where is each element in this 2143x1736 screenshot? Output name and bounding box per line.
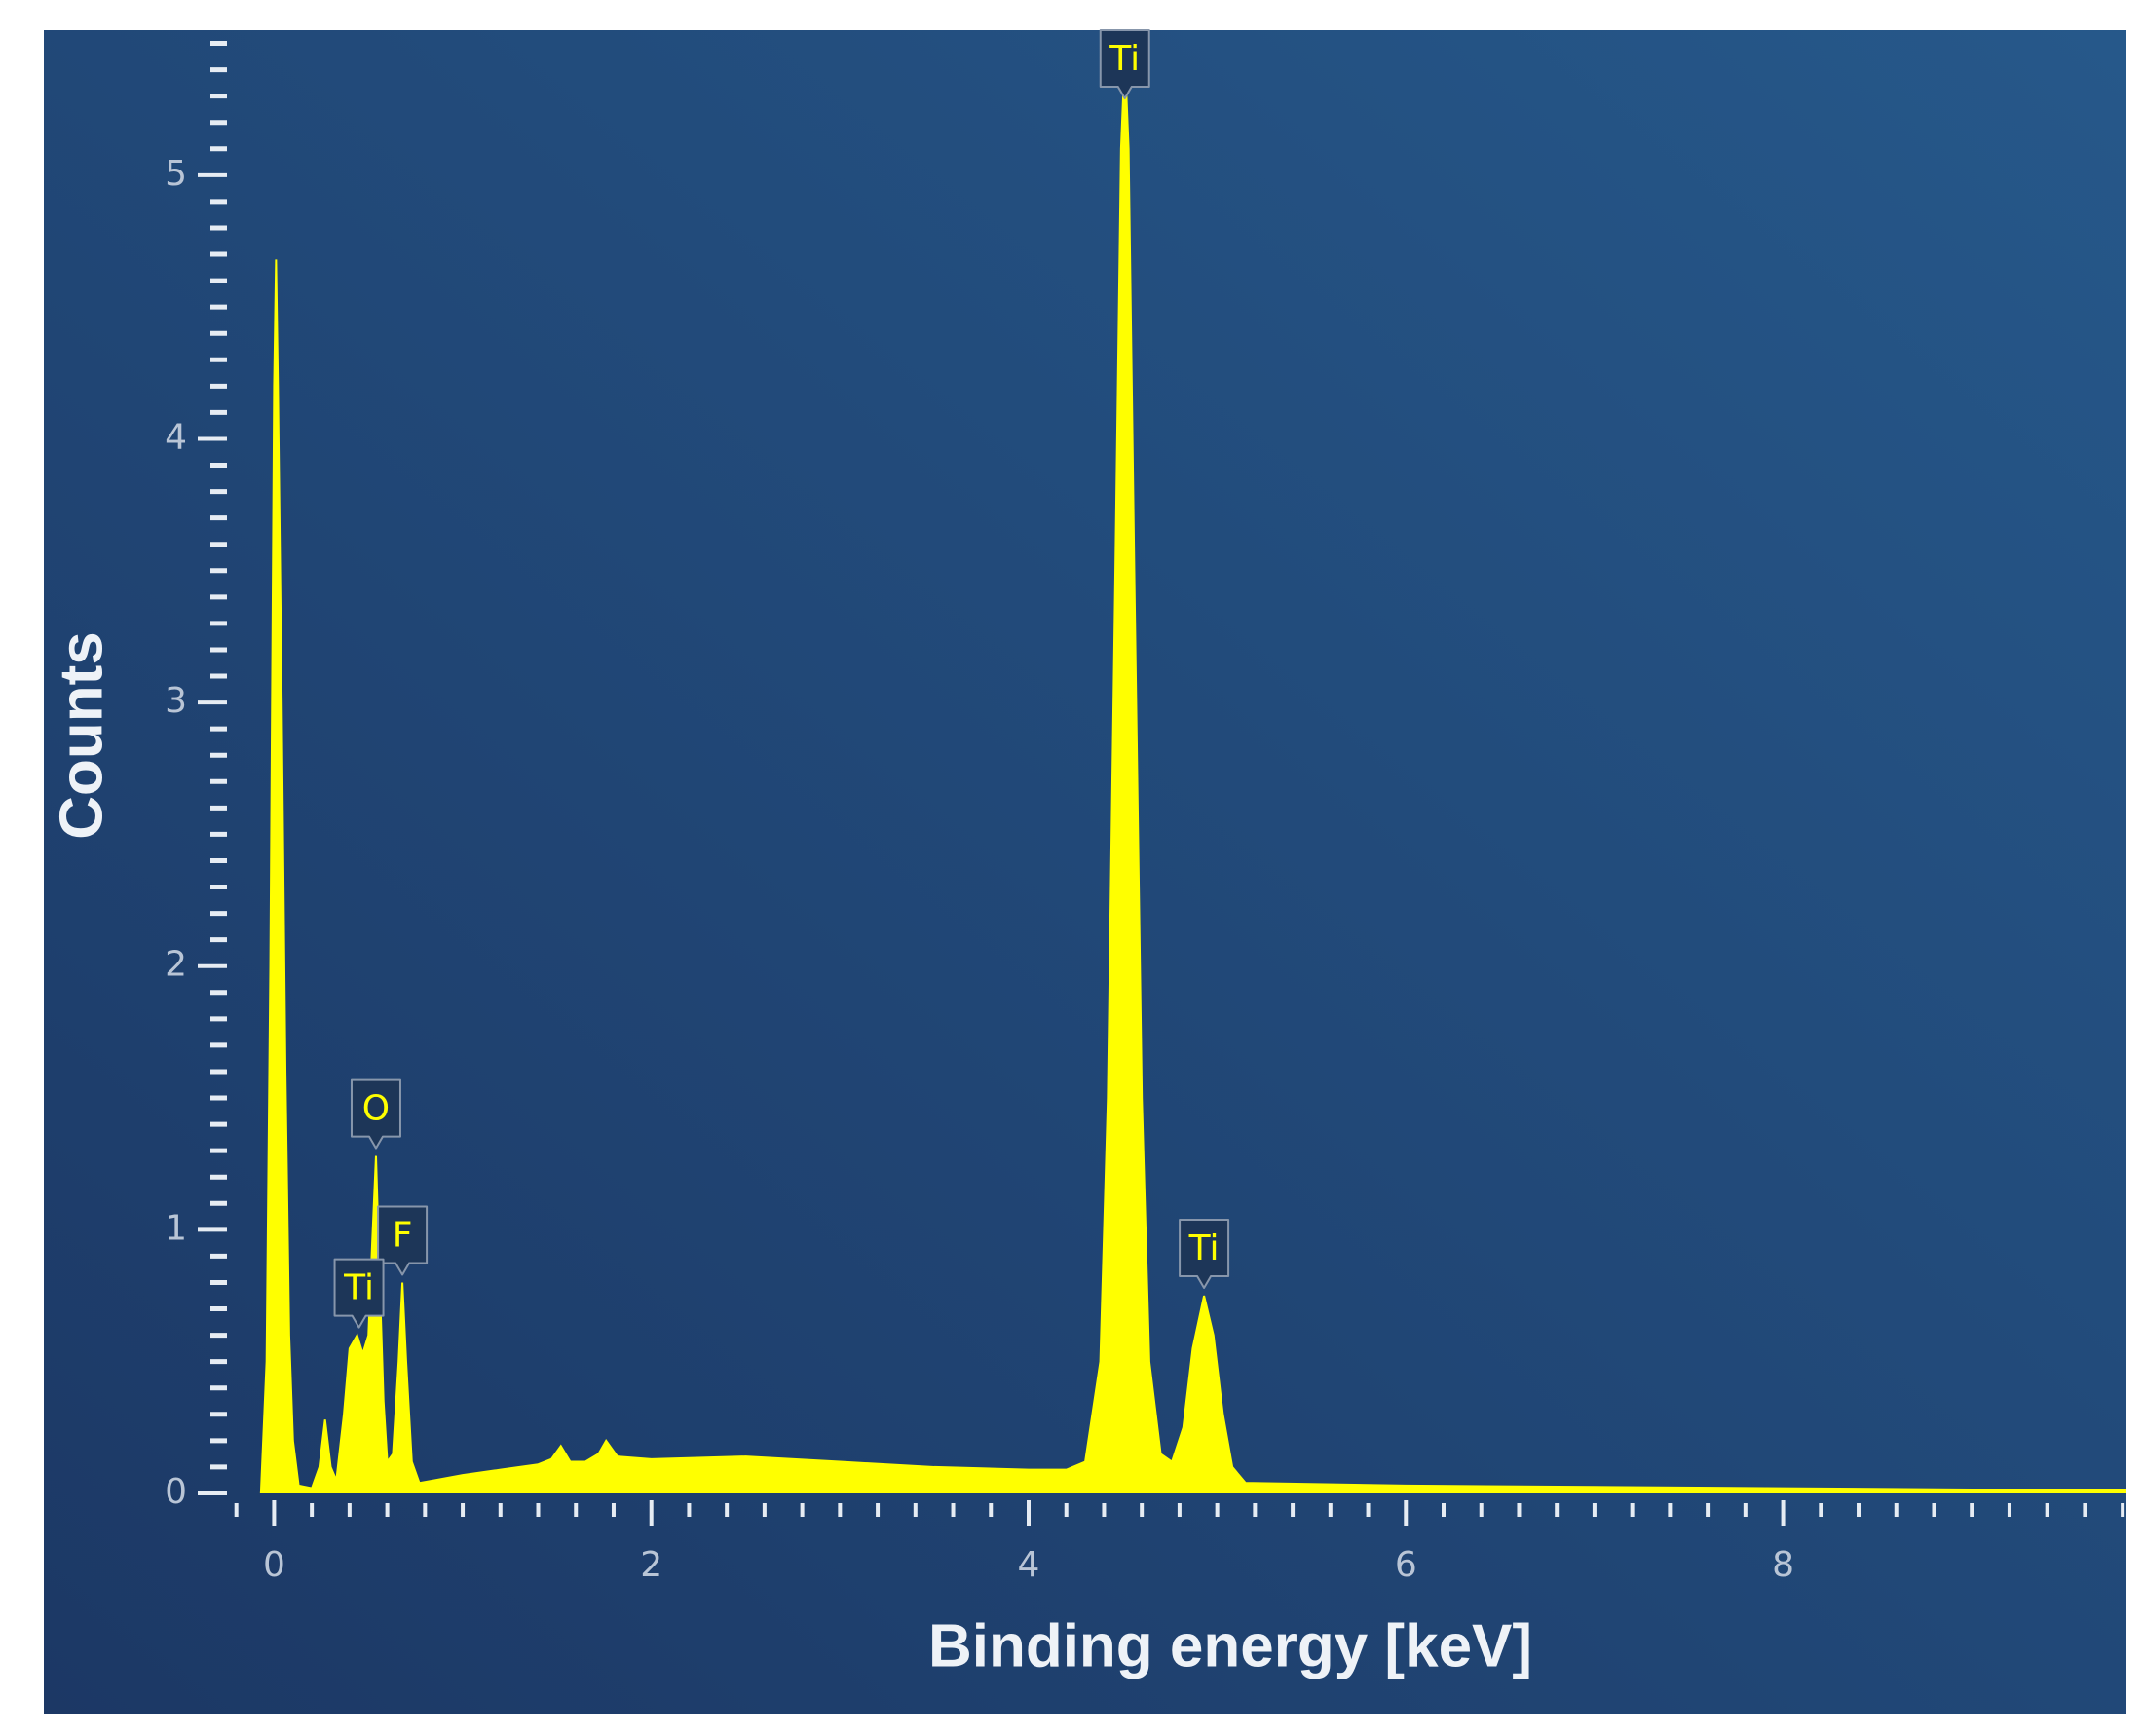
annotation-box (1179, 1219, 1230, 1290)
annotation-label: Ti (1109, 39, 1140, 79)
annotation-box (333, 1258, 385, 1329)
spectrum-area (259, 57, 2126, 1493)
annotation-box (350, 1078, 401, 1150)
y-tick-label: 1 (165, 1208, 187, 1248)
annotation-label: O (362, 1089, 390, 1129)
annotation-label: Ti (1188, 1228, 1220, 1268)
x-tick-label: 0 (263, 1545, 285, 1585)
y-tick-label: 4 (165, 417, 187, 457)
y-tick-label: 0 (165, 1472, 187, 1512)
annotation-label: Ti (343, 1268, 374, 1308)
x-tick-label: 6 (1395, 1545, 1417, 1585)
x-axis-label: Binding energy [keV] (928, 1612, 1532, 1679)
y-tick-label: 3 (165, 681, 187, 721)
x-tick-label: 8 (1772, 1545, 1794, 1585)
panel-background (44, 30, 2126, 1714)
y-tick-label: 5 (165, 154, 187, 194)
y-tick-label: 2 (165, 945, 187, 985)
plot-area (259, 57, 2126, 1493)
y-axis-label: Counts (48, 631, 115, 840)
x-tick-label: 2 (640, 1545, 662, 1585)
annotation-label: F (393, 1215, 413, 1255)
x-tick-label: 4 (1018, 1545, 1040, 1585)
annotation-box (1099, 29, 1150, 99)
